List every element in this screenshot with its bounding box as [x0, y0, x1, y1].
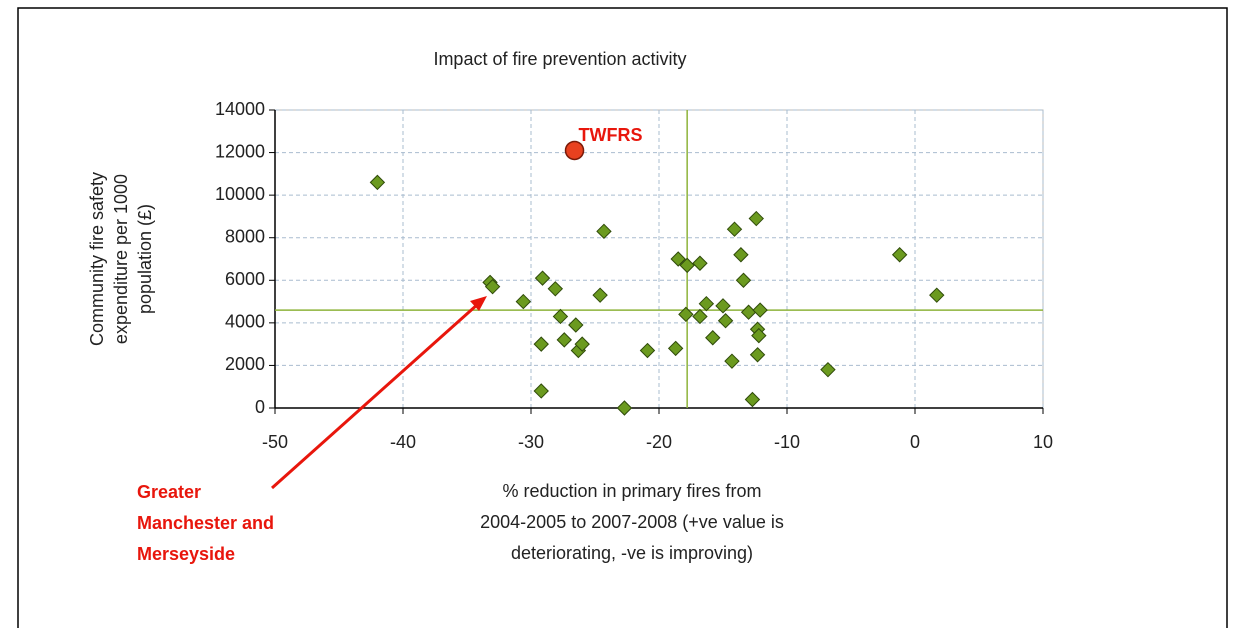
- point: [751, 327, 767, 344]
- point: [667, 340, 684, 357]
- annotation: Greater: [137, 482, 201, 502]
- point: [616, 400, 633, 416]
- point: [735, 272, 752, 288]
- x-tick-label: 10: [1033, 432, 1053, 452]
- frame: [17, 7, 1228, 628]
- point: [574, 336, 590, 352]
- point: [556, 332, 572, 348]
- point: [484, 278, 501, 295]
- point: [568, 317, 584, 333]
- point: [752, 302, 768, 318]
- point: [749, 347, 766, 363]
- point: [929, 287, 945, 303]
- y-tick-label: 12000: [215, 141, 265, 161]
- point: [534, 270, 551, 286]
- point: [369, 174, 386, 191]
- x-tick-label: -20: [646, 432, 672, 452]
- annotation: Merseyside: [137, 544, 235, 564]
- point: [692, 308, 708, 325]
- y-tick-label: 8000: [225, 226, 265, 246]
- point: [717, 313, 734, 329]
- point: [748, 210, 764, 227]
- point: [515, 293, 532, 310]
- y-tick-label: 10000: [215, 184, 265, 204]
- y-axis-label: population (£): [135, 204, 155, 314]
- point: [678, 306, 694, 323]
- x-tick-label: -40: [390, 432, 416, 452]
- annotation-arrowhead: [470, 296, 487, 311]
- point: [552, 308, 569, 325]
- point: [820, 361, 836, 378]
- point: [639, 342, 656, 359]
- y-tick-label: 2000: [225, 354, 265, 374]
- y-tick-label: 4000: [225, 312, 265, 332]
- point: [564, 140, 585, 161]
- point: [724, 353, 740, 369]
- point: [679, 257, 695, 274]
- x-axis-label: % reduction in primary fires from: [502, 481, 761, 501]
- y-axis-label: Community fire safety: [87, 172, 107, 346]
- point-label: TWFRS: [579, 125, 643, 145]
- x-tick-label: -50: [262, 432, 288, 452]
- x-axis-label: 2004-2005 to 2007-2008 (+ve value is: [480, 512, 784, 532]
- point: [533, 383, 549, 399]
- y-tick-label: 14000: [215, 99, 265, 119]
- point: [715, 298, 731, 314]
- point: [726, 221, 743, 237]
- point: [705, 330, 721, 346]
- x-axis-label: deteriorating, -ve is improving): [511, 543, 753, 563]
- annotation-arrow: [271, 302, 479, 490]
- y-tick-label: 6000: [225, 269, 265, 289]
- point: [891, 247, 908, 263]
- point: [744, 391, 761, 408]
- point: [533, 336, 549, 352]
- annotation: Manchester and: [137, 513, 274, 533]
- point: [547, 281, 564, 297]
- x-tick-label: -30: [518, 432, 544, 452]
- point: [698, 295, 715, 312]
- point: [692, 255, 708, 271]
- y-axis-label: expenditure per 1000: [111, 174, 131, 344]
- point: [596, 223, 612, 240]
- y-tick-label: 0: [255, 397, 265, 417]
- chart-title: Impact of fire prevention activity: [433, 49, 686, 69]
- point: [670, 251, 686, 267]
- x-tick-label: -10: [774, 432, 800, 452]
- point: [592, 287, 608, 303]
- point: [733, 247, 749, 263]
- x-tick-label: 0: [910, 432, 920, 452]
